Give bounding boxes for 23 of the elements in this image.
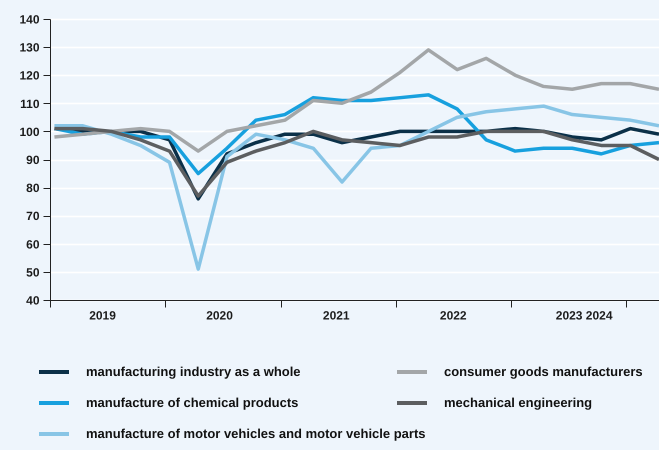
y-tick-label: 90 [26, 153, 40, 167]
legend-label: manufacture of chemical products [86, 395, 298, 410]
y-tick-label: 40 [26, 294, 40, 308]
legend-label: manufacture of motor vehicles and motor vehicle parts [86, 426, 426, 441]
y-tick-label: 50 [26, 265, 40, 280]
y-tick-label: 110 [20, 96, 40, 111]
legend-label: consumer goods manufacturers [444, 364, 643, 379]
x-tick-label: 2019 [89, 308, 116, 322]
y-tick-label: 140 [19, 12, 40, 26]
y-tick-label: 60 [26, 237, 40, 252]
y-tick-label: 80 [26, 181, 40, 196]
x-tick-label: 2021 [322, 308, 350, 322]
x-tick-label: 2020 [206, 308, 234, 322]
y-tick-label: 130 [19, 40, 40, 55]
line-series [52, 48, 659, 153]
y-tick-label: 100 [19, 124, 40, 139]
legend-label: mechanical engineering [444, 395, 592, 410]
x-tick-label: 2022 [440, 308, 467, 322]
y-tick-label: 70 [26, 209, 40, 224]
line-series [52, 104, 659, 271]
x-tick-label: 2023 2024 [556, 308, 613, 322]
legend-label: manufacturing industry as a whole [86, 364, 301, 379]
y-tick-label: 120 [19, 68, 40, 83]
